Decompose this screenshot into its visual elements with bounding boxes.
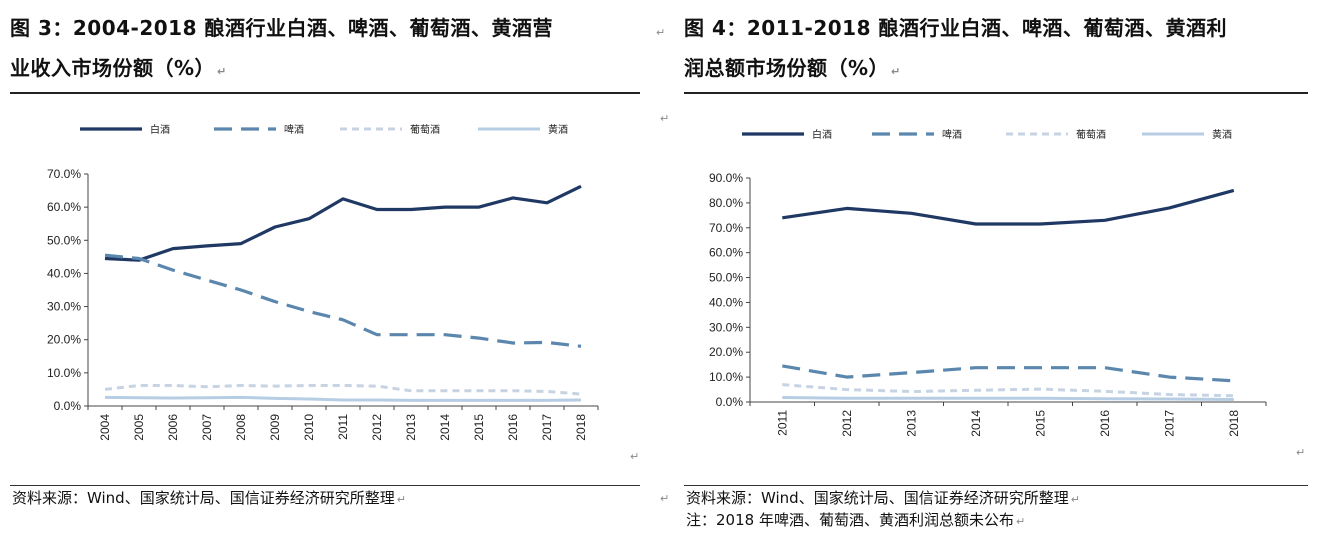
- return-mark: ↵: [660, 112, 670, 125]
- x-tick-label: 2011: [775, 410, 789, 436]
- legend-label: 葡萄酒: [1076, 128, 1106, 141]
- x-tick-label: 2018: [574, 414, 588, 441]
- y-tick-label: 50.0%: [47, 233, 81, 247]
- series-line: [782, 383, 1234, 398]
- series-line: [782, 396, 1234, 401]
- x-tick-label: 2016: [506, 414, 520, 441]
- chart-title-revenue: 图 3：2004-2018 酿酒行业白酒、啤酒、葡萄酒、黄酒营 业收入市场份额（…: [10, 8, 640, 92]
- legend-label: 白酒: [150, 123, 170, 136]
- series-line: [104, 384, 582, 396]
- x-tick-label: 2012: [840, 410, 854, 437]
- y-tick-label: 0.0%: [54, 399, 82, 413]
- line-chart-profit: 白酒 啤酒 葡萄酒 黄酒 0.0% 10.0% 20.0% 30.0% 40.0% 50.0% 60…: [709, 128, 1267, 437]
- series-line: [104, 253, 582, 348]
- y-tick-label: 20.0%: [709, 345, 743, 359]
- x-tick-label: 2009: [268, 414, 282, 441]
- x-tick-label: 2007: [200, 414, 214, 441]
- series-line: [782, 188, 1235, 226]
- y-tick-label: 80.0%: [709, 196, 743, 210]
- return-mark: ↵: [630, 450, 640, 463]
- x-tick-label: 2010: [302, 414, 316, 441]
- title-line-1: 图 3：2004-2018 酿酒行业白酒、啤酒、葡萄酒、黄酒营: [10, 16, 553, 40]
- x-tick-label: 2016: [1098, 410, 1112, 437]
- x-tick-label: 2011: [336, 414, 350, 440]
- title-divider: [10, 92, 640, 94]
- line-chart-revenue: 白酒 啤酒 葡萄酒 黄酒 0.0% 10.0% 20.0% 30.0% 40.0% 50.0% 60…: [47, 123, 599, 441]
- source-text: 资料来源：Wind、国家统计局、国信证券经济研究所整理 ↵: [686, 489, 1080, 507]
- chart-title-profit: 图 4：2011-2018 酿酒行业白酒、啤酒、葡萄酒、黄酒利 润总额市场份额（…: [684, 8, 1304, 92]
- x-tick-label: 2014: [438, 414, 452, 441]
- legend-label: 葡萄酒: [410, 123, 440, 136]
- legend-label: 黄酒: [1212, 128, 1232, 141]
- x-tick-label: 2015: [472, 414, 486, 441]
- y-tick-label: 40.0%: [709, 295, 743, 309]
- legend-label: 白酒: [812, 128, 832, 141]
- title-line-2: 润总额市场份额（%）: [684, 56, 890, 80]
- y-tick-label: 10.0%: [47, 366, 81, 380]
- note-text: 注：2018 年啤酒、葡萄酒、黄酒利润总额未公布 ↵: [686, 511, 1026, 529]
- y-tick-label: 20.0%: [47, 333, 81, 347]
- return-mark: ↵: [656, 26, 666, 39]
- chart-panel-profit: 图 4：2011-2018 酿酒行业白酒、啤酒、葡萄酒、黄酒利 润总额市场份额（…: [660, 0, 1308, 533]
- x-tick-label: 2017: [540, 414, 554, 441]
- x-tick-label: 2005: [132, 414, 146, 441]
- y-tick-label: 40.0%: [47, 266, 81, 280]
- series-line: [104, 395, 582, 402]
- x-tick-label: 2017: [1162, 410, 1176, 437]
- y-tick-label: 60.0%: [47, 200, 81, 214]
- title-line-1: 图 4：2011-2018 酿酒行业白酒、啤酒、葡萄酒、黄酒利: [684, 16, 1227, 40]
- y-tick-label: 90.0%: [709, 171, 743, 185]
- y-tick-label: 70.0%: [47, 167, 81, 181]
- y-tick-label: 30.0%: [47, 300, 81, 314]
- series-line: [782, 364, 1234, 383]
- y-tick-label: 0.0%: [716, 395, 744, 409]
- return-mark: ↵: [660, 492, 670, 505]
- x-tick-label: 2013: [904, 410, 918, 437]
- x-tick-label: 2012: [370, 414, 384, 441]
- legend-label: 黄酒: [548, 123, 568, 136]
- source-divider: [684, 485, 1308, 486]
- chart-panel-revenue: 图 3：2004-2018 酿酒行业白酒、啤酒、葡萄酒、黄酒营 业收入市场份额（…: [0, 0, 665, 533]
- y-tick-label: 70.0%: [709, 221, 743, 235]
- y-tick-label: 30.0%: [709, 320, 743, 334]
- return-mark: ↵: [217, 65, 227, 78]
- legend-label: 啤酒: [284, 124, 304, 136]
- x-tick-label: 2006: [166, 414, 180, 441]
- x-tick-label: 2008: [234, 414, 248, 441]
- source-divider: [10, 485, 640, 486]
- x-tick-label: 2013: [404, 414, 418, 441]
- y-tick-label: 60.0%: [709, 246, 743, 260]
- x-tick-label: 2014: [969, 410, 983, 437]
- title-line-2: 业收入市场份额（%）: [10, 56, 216, 80]
- x-tick-label: 2004: [98, 414, 112, 441]
- series-line: [104, 184, 582, 262]
- y-tick-label: 10.0%: [709, 370, 743, 384]
- return-mark: ↵: [1296, 446, 1306, 459]
- x-tick-label: 2015: [1033, 410, 1047, 437]
- title-divider: [684, 92, 1308, 94]
- legend-label: 啤酒: [942, 129, 962, 141]
- y-tick-label: 50.0%: [709, 271, 743, 285]
- source-text: 资料来源：Wind、国家统计局、国信证券经济研究所整理 ↵: [12, 489, 406, 507]
- return-mark: ↵: [891, 65, 901, 78]
- x-tick-label: 2018: [1227, 410, 1241, 437]
